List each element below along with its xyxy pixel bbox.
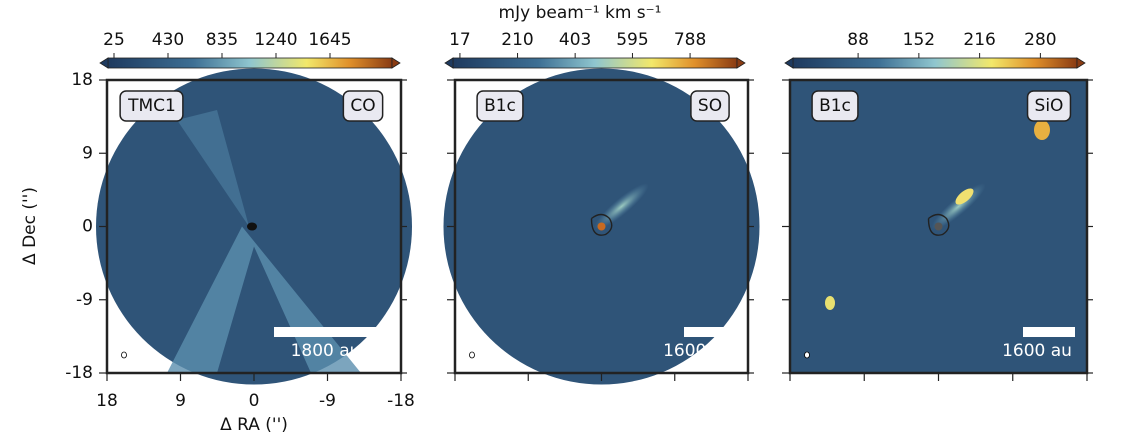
source bbox=[247, 222, 257, 231]
jet bbox=[594, 183, 649, 230]
source bbox=[597, 222, 606, 231]
scale-bar-label: 1600 au bbox=[1002, 341, 1072, 361]
knot bbox=[825, 296, 835, 310]
y-tick-label: 18 bbox=[71, 70, 93, 90]
colorbar-label: mJy beam⁻¹ km s⁻¹ bbox=[499, 3, 662, 23]
colorbar-tick-label: 1645 bbox=[308, 30, 351, 50]
label-box bbox=[690, 90, 730, 122]
colorbar-extend bbox=[736, 57, 746, 69]
x-tick-label: 18 bbox=[96, 391, 118, 411]
colorbar-tick-label: 88 bbox=[847, 30, 869, 50]
colorbar-extend bbox=[444, 57, 454, 69]
contour bbox=[927, 213, 950, 236]
source-label: TMC1 bbox=[127, 96, 176, 116]
colorbar bbox=[107, 57, 393, 69]
x-tick-label: 9 bbox=[175, 391, 186, 411]
colorbar-tick-label: 25 bbox=[103, 30, 125, 50]
colorbar-tick-label: 216 bbox=[963, 30, 995, 50]
y-tick-label: 9 bbox=[82, 143, 93, 163]
x-tick-label: -9 bbox=[319, 391, 336, 411]
label-box bbox=[119, 90, 184, 122]
scale-bar bbox=[1023, 327, 1075, 337]
colorbar-extend bbox=[784, 57, 794, 69]
label-box bbox=[342, 90, 384, 122]
scale-bar-label: 1800 au bbox=[291, 341, 361, 361]
colorbar-tick-label: 835 bbox=[206, 30, 238, 50]
scale-bar-label: 1600 au bbox=[663, 341, 733, 361]
molecule-label: CO bbox=[350, 96, 375, 116]
beam bbox=[469, 351, 475, 359]
colorbar-tick-label: 595 bbox=[616, 30, 648, 50]
colorbar-tick-label: 210 bbox=[501, 30, 533, 50]
colorbar-extend bbox=[391, 57, 401, 69]
colorbar-tick-label: 152 bbox=[903, 30, 935, 50]
colorbar-tick-label: 430 bbox=[152, 30, 184, 50]
source-label: B1c bbox=[819, 96, 851, 116]
colorbar-tick-label: 788 bbox=[674, 30, 706, 50]
colorbar-tick-label: 1240 bbox=[254, 30, 297, 50]
colorbar-tick-label: 280 bbox=[1024, 30, 1056, 50]
x-tick-label: -18 bbox=[387, 391, 415, 411]
scale-bar bbox=[274, 327, 389, 337]
colorbar bbox=[452, 57, 738, 69]
x-axis-label: Δ RA ('') bbox=[220, 415, 288, 435]
knot bbox=[1034, 120, 1050, 140]
y-tick-label: 0 bbox=[82, 217, 93, 237]
scale-bar bbox=[684, 327, 736, 337]
contour bbox=[590, 213, 613, 236]
colorbar-extend bbox=[1076, 57, 1086, 69]
y-axis-label: Δ Dec ('') bbox=[20, 187, 40, 265]
x-tick-label: 0 bbox=[249, 391, 260, 411]
source-label: B1c bbox=[484, 96, 516, 116]
colorbar-tick-label: 403 bbox=[559, 30, 591, 50]
molecule-label: SiO bbox=[1035, 96, 1064, 116]
knot bbox=[955, 188, 974, 205]
colorbar bbox=[792, 57, 1078, 69]
colorbar-tick-label: 17 bbox=[449, 30, 471, 50]
label-box bbox=[1026, 90, 1072, 122]
beam bbox=[121, 351, 127, 359]
molecule-label: SO bbox=[698, 96, 722, 116]
outflow-cavity bbox=[177, 110, 249, 227]
label-box bbox=[811, 90, 859, 122]
label-box bbox=[476, 90, 524, 122]
colorbar-extend bbox=[99, 57, 109, 69]
beam bbox=[804, 351, 810, 359]
y-tick-label: -18 bbox=[65, 363, 93, 383]
y-tick-label: -9 bbox=[76, 290, 93, 310]
source bbox=[934, 222, 943, 231]
